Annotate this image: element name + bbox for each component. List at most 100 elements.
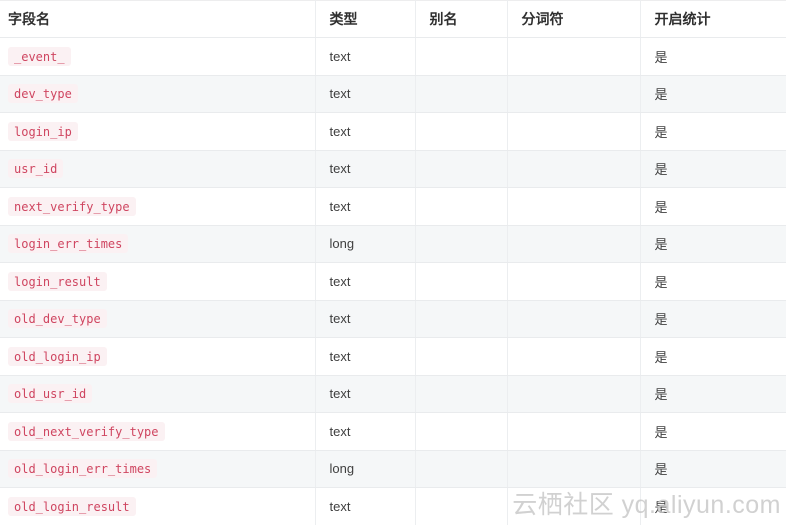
alias-cell xyxy=(415,337,508,376)
field-name-code: usr_id xyxy=(8,159,64,179)
column-header-tokenizer: 分词符 xyxy=(507,0,641,38)
field-name-cell: old_usr_id xyxy=(0,375,316,413)
column-header-type: 类型 xyxy=(315,0,416,38)
field-name-code: login_ip xyxy=(8,121,78,141)
field-name-cell: old_login_err_times xyxy=(0,450,316,488)
stats-cell: 是 xyxy=(640,375,786,413)
field-name-cell: usr_id xyxy=(0,150,316,188)
field-name-code: old_login_result xyxy=(8,496,136,516)
type-cell: text xyxy=(315,187,416,226)
type-cell: long xyxy=(315,450,416,488)
stats-cell: 是 xyxy=(640,262,786,301)
table-row: next_verify_type text 是 xyxy=(0,187,786,226)
table-row: old_next_verify_type text 是 xyxy=(0,412,786,451)
field-name-code: login_err_times xyxy=(8,234,129,254)
stats-cell: 是 xyxy=(640,337,786,376)
alias-cell xyxy=(415,187,508,226)
field-name-cell: old_next_verify_type xyxy=(0,412,316,451)
alias-cell xyxy=(415,37,508,76)
type-cell: text xyxy=(315,150,416,188)
stats-cell: 是 xyxy=(640,112,786,151)
stats-cell: 是 xyxy=(640,75,786,113)
stats-cell: 是 xyxy=(640,37,786,76)
type-cell: text xyxy=(315,112,416,151)
tokenizer-cell xyxy=(507,487,641,525)
field-name-cell: login_result xyxy=(0,262,316,301)
table-row: old_login_err_times long 是 xyxy=(0,450,786,488)
field-name-code: _event_ xyxy=(8,46,71,66)
alias-cell xyxy=(415,375,508,413)
type-cell: text xyxy=(315,375,416,413)
column-header-alias: 别名 xyxy=(415,0,508,38)
type-cell: text xyxy=(315,412,416,451)
type-cell: text xyxy=(315,337,416,376)
tokenizer-cell xyxy=(507,187,641,226)
column-header-stats: 开启统计 xyxy=(640,0,786,38)
stats-cell: 是 xyxy=(640,187,786,226)
table-row: _event_ text 是 xyxy=(0,37,786,76)
stats-cell: 是 xyxy=(640,300,786,338)
field-name-code: login_result xyxy=(8,271,107,291)
alias-cell xyxy=(415,75,508,113)
alias-cell xyxy=(415,450,508,488)
tokenizer-cell xyxy=(507,37,641,76)
table-row: dev_type text 是 xyxy=(0,75,786,113)
field-name-code: old_login_ip xyxy=(8,346,107,366)
field-name-code: dev_type xyxy=(8,84,78,104)
field-name-code: next_verify_type xyxy=(8,196,136,216)
alias-cell xyxy=(415,487,508,525)
type-cell: text xyxy=(315,487,416,525)
alias-cell xyxy=(415,262,508,301)
type-cell: long xyxy=(315,225,416,263)
tokenizer-cell xyxy=(507,300,641,338)
table-row: login_err_times long 是 xyxy=(0,225,786,263)
alias-cell xyxy=(415,412,508,451)
table-body: _event_ text 是 dev_type text 是 login_ip text 是 us… xyxy=(0,37,786,525)
alias-cell xyxy=(415,112,508,151)
stats-cell: 是 xyxy=(640,225,786,263)
field-name-cell: old_login_result xyxy=(0,487,316,525)
tokenizer-cell xyxy=(507,112,641,151)
alias-cell xyxy=(415,300,508,338)
type-cell: text xyxy=(315,75,416,113)
type-cell: text xyxy=(315,37,416,76)
field-name-cell: old_dev_type xyxy=(0,300,316,338)
stats-cell: 是 xyxy=(640,450,786,488)
field-name-cell: login_err_times xyxy=(0,225,316,263)
table-row: login_ip text 是 xyxy=(0,112,786,151)
type-cell: text xyxy=(315,300,416,338)
field-name-code: old_dev_type xyxy=(8,309,107,329)
table-row: old_login_result text 是 xyxy=(0,487,786,525)
table-row: old_dev_type text 是 xyxy=(0,300,786,338)
field-name-code: old_login_err_times xyxy=(8,459,158,479)
alias-cell xyxy=(415,225,508,263)
table-header-row: 字段名 类型 别名 分词符 开启统计 xyxy=(0,0,786,38)
tokenizer-cell xyxy=(507,75,641,113)
table-row: old_usr_id text 是 xyxy=(0,375,786,413)
field-name-cell: _event_ xyxy=(0,37,316,76)
field-name-code: old_usr_id xyxy=(8,384,93,404)
stats-cell: 是 xyxy=(640,487,786,525)
stats-cell: 是 xyxy=(640,150,786,188)
tokenizer-cell xyxy=(507,225,641,263)
field-name-cell: dev_type xyxy=(0,75,316,113)
tokenizer-cell xyxy=(507,150,641,188)
tokenizer-cell xyxy=(507,262,641,301)
field-name-cell: old_login_ip xyxy=(0,337,316,376)
table-row: old_login_ip text 是 xyxy=(0,337,786,376)
tokenizer-cell xyxy=(507,450,641,488)
alias-cell xyxy=(415,150,508,188)
field-name-cell: login_ip xyxy=(0,112,316,151)
type-cell: text xyxy=(315,262,416,301)
table-row: usr_id text 是 xyxy=(0,150,786,188)
field-name-code: old_next_verify_type xyxy=(8,421,165,441)
tokenizer-cell xyxy=(507,375,641,413)
tokenizer-cell xyxy=(507,412,641,451)
tokenizer-cell xyxy=(507,337,641,376)
stats-cell: 是 xyxy=(640,412,786,451)
table-header: 字段名 类型 别名 分词符 开启统计 xyxy=(0,0,786,38)
column-header-field: 字段名 xyxy=(0,0,316,38)
field-name-cell: next_verify_type xyxy=(0,187,316,226)
